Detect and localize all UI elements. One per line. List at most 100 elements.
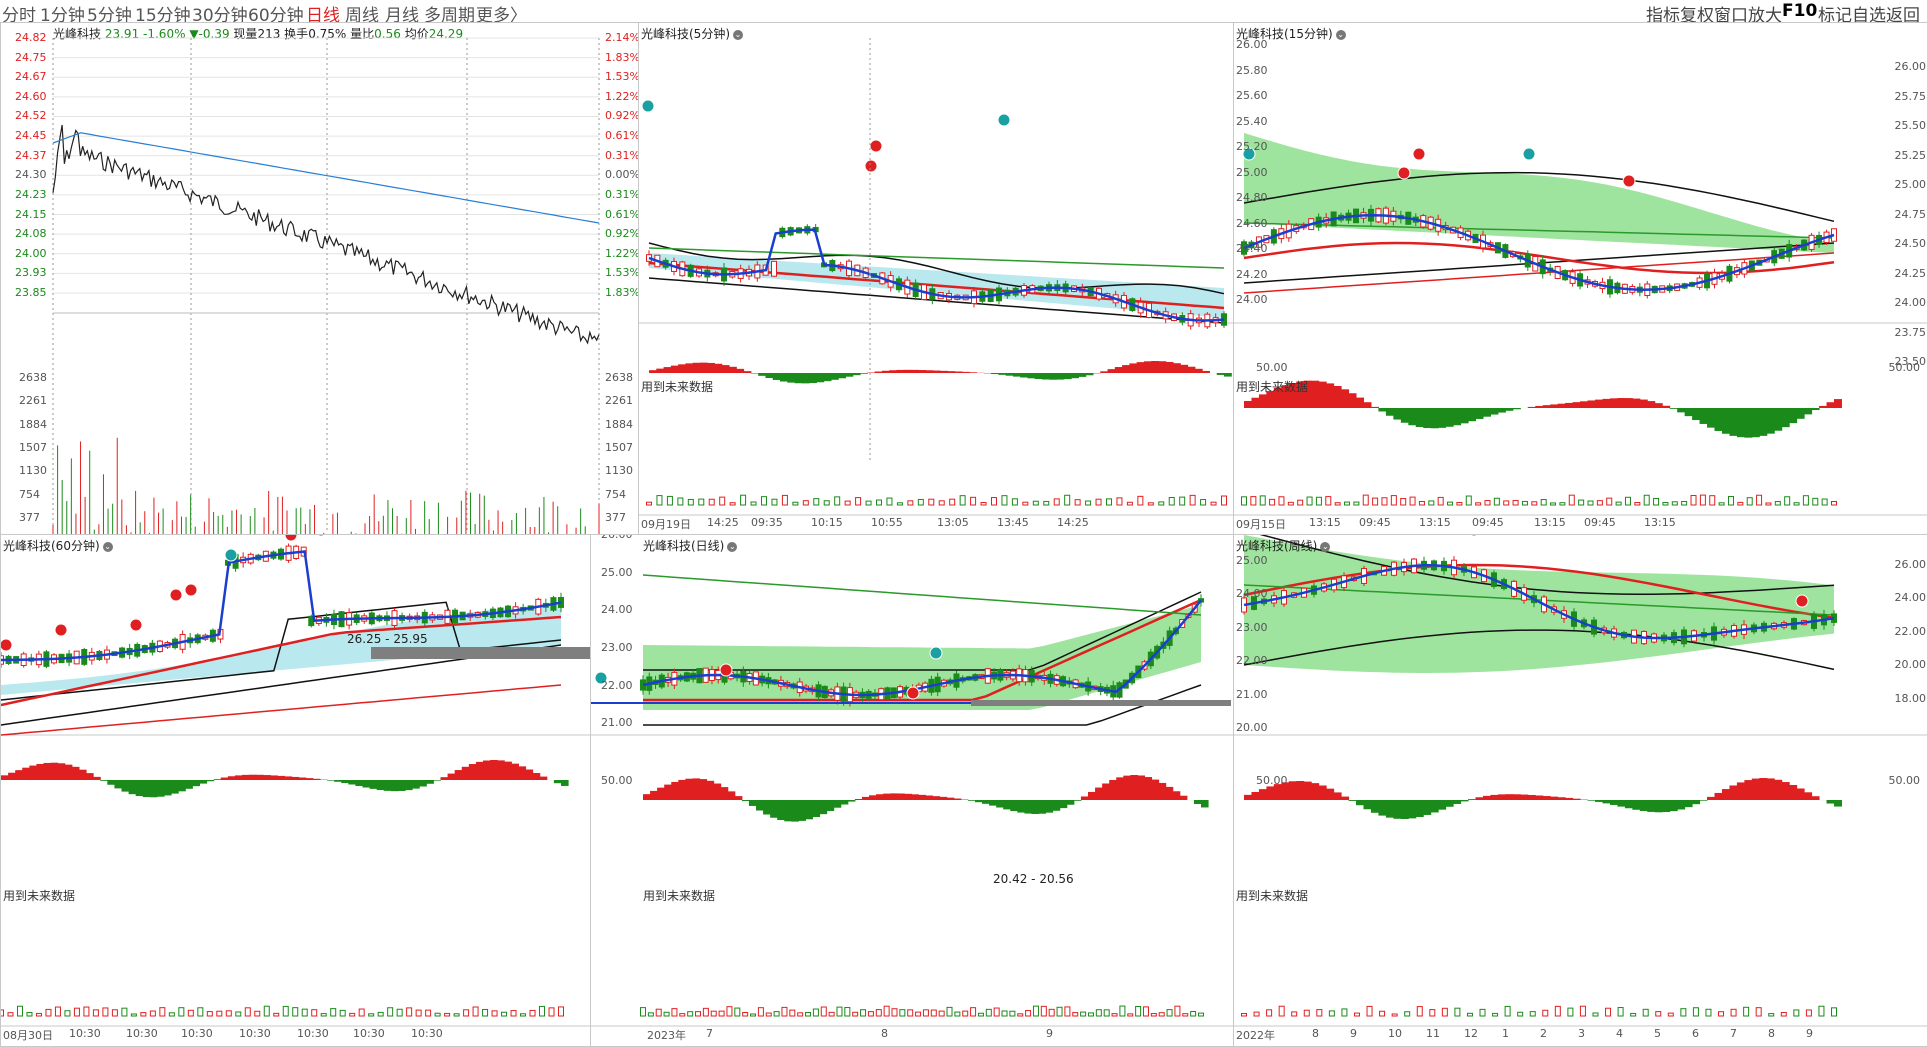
macd-bar xyxy=(1565,798,1573,800)
volume-bar xyxy=(1822,499,1827,505)
chevron-down-icon[interactable]: ⌄ xyxy=(733,30,743,40)
macd-bar xyxy=(1356,398,1364,408)
macd-bar xyxy=(1834,399,1842,408)
volume-bar xyxy=(1522,501,1527,505)
time-tick-label: 14:25 xyxy=(1057,516,1089,529)
macd-bar xyxy=(1326,383,1334,408)
time-tick-label: 09:35 xyxy=(751,516,783,529)
macd-bar xyxy=(1505,794,1513,800)
macd-bar xyxy=(1789,408,1797,423)
volume-bar xyxy=(1335,503,1340,505)
macd-bar xyxy=(504,762,512,780)
average-price-line xyxy=(53,133,599,223)
chart-weekly-panel[interactable]: 光峰科技(周线)⌄ 用到未来数据 28.0027.0026.0025.0024.… xyxy=(1233,534,1927,1047)
volume-bar xyxy=(454,1014,459,1016)
macd-bar xyxy=(721,787,729,800)
volume-bar xyxy=(762,497,767,505)
macd-bar xyxy=(1013,373,1021,377)
macd-bar xyxy=(1655,800,1663,812)
volume-bar xyxy=(150,1011,155,1016)
macd-bar xyxy=(270,775,278,780)
macd-bar xyxy=(1123,776,1131,800)
macd-bar xyxy=(122,780,130,792)
volume-bar xyxy=(845,1008,850,1016)
volume-bar xyxy=(835,497,840,505)
volume-bar xyxy=(709,499,714,505)
volume-bar xyxy=(93,1010,98,1016)
macd-bar xyxy=(1060,800,1068,808)
macd-tick-label: 50.00 xyxy=(1256,361,1288,374)
macd-bar xyxy=(678,780,686,800)
macd-bar xyxy=(1476,408,1484,419)
macd-bar xyxy=(1416,408,1424,427)
chart-daily-panel[interactable]: 光峰科技(日线)⌄ 20.42 - 20.56 用到未来数据 28.0027.0… xyxy=(590,534,1235,1047)
macd-bar xyxy=(989,800,997,806)
macd-bar xyxy=(299,777,307,780)
price-tick-label: 24.37 xyxy=(15,149,47,162)
macd-bar xyxy=(947,371,955,373)
macd-bar xyxy=(1468,799,1476,800)
macd-bar xyxy=(164,780,172,795)
macd-bar xyxy=(904,794,912,800)
volume-bar xyxy=(492,1011,497,1016)
volume-tick-label: 2261 xyxy=(605,394,633,407)
chevron-down-icon[interactable]: ⌄ xyxy=(103,542,113,552)
volume-bar xyxy=(65,1011,70,1016)
macd-bar xyxy=(1151,361,1159,373)
macd-bar xyxy=(1797,788,1805,800)
macd-bar xyxy=(1759,408,1767,436)
chart-weekly-title[interactable]: 光峰科技(周线)⌄ xyxy=(1236,537,1330,554)
intraday-panel[interactable]: 光峰科技 23.91 -1.60% ▼-0.39 现量213 换手0.75% 量… xyxy=(0,22,640,536)
volume-bar xyxy=(1569,495,1574,505)
volume-bar xyxy=(1580,1006,1585,1016)
macd-bar xyxy=(249,775,257,780)
f10-button[interactable]: F10 xyxy=(1782,1,1817,21)
macd-bar xyxy=(1378,800,1386,816)
volume-bar xyxy=(1345,502,1350,505)
chart-daily-title[interactable]: 光峰科技(日线)⌄ xyxy=(643,537,737,554)
macd-bar xyxy=(221,778,229,780)
macd-bar xyxy=(483,761,491,780)
volume-bar xyxy=(1775,502,1780,505)
volume-bar xyxy=(36,1013,41,1016)
price-tick-label: 24.00 xyxy=(1895,591,1927,604)
signal-badge xyxy=(225,549,237,561)
price-tick-label: 25.75 xyxy=(1895,90,1927,103)
chart-5min-title[interactable]: 光峰科技(5分钟)⌄ xyxy=(641,25,743,42)
pct-tick-label: 1.22% xyxy=(605,247,640,260)
macd-bar xyxy=(809,373,817,383)
macd-bar xyxy=(1632,800,1640,810)
volume-bar xyxy=(678,498,683,505)
macd-tick-label: 50.00 xyxy=(1889,774,1921,787)
macd-bar xyxy=(1647,800,1655,812)
price-tick-label: 24.00 xyxy=(1895,296,1927,309)
macd-bar xyxy=(968,800,976,801)
intraday-chart xyxy=(1,23,639,535)
volume-bar xyxy=(939,1011,944,1016)
time-tick-label: 10 xyxy=(1388,1027,1402,1040)
macd-bar xyxy=(1595,400,1603,408)
volume-bar xyxy=(255,1011,260,1016)
volume-bar xyxy=(963,1011,968,1016)
volume-bar xyxy=(1794,1010,1799,1016)
chevron-down-icon[interactable]: ⌄ xyxy=(727,542,737,552)
chevron-down-icon[interactable]: ⌄ xyxy=(1320,542,1330,552)
volume-bar xyxy=(1380,1011,1385,1016)
volume-bar xyxy=(321,1014,326,1016)
macd-bar xyxy=(1535,406,1543,408)
macd-bar xyxy=(853,373,861,375)
macd-bar xyxy=(306,778,314,780)
volume-bar xyxy=(918,499,923,505)
macd-bar xyxy=(1528,795,1536,800)
signal-badge xyxy=(998,114,1010,126)
chart-60min-title[interactable]: 光峰科技(60分钟)⌄ xyxy=(3,537,113,554)
price-tick-label: 24.82 xyxy=(15,31,47,44)
volume-bar xyxy=(1267,1010,1272,1016)
volume-bar xyxy=(1606,1008,1611,1016)
chevron-down-icon[interactable]: ⌄ xyxy=(1336,30,1346,40)
macd-bar xyxy=(1363,800,1371,809)
volume-bar xyxy=(853,1012,858,1016)
